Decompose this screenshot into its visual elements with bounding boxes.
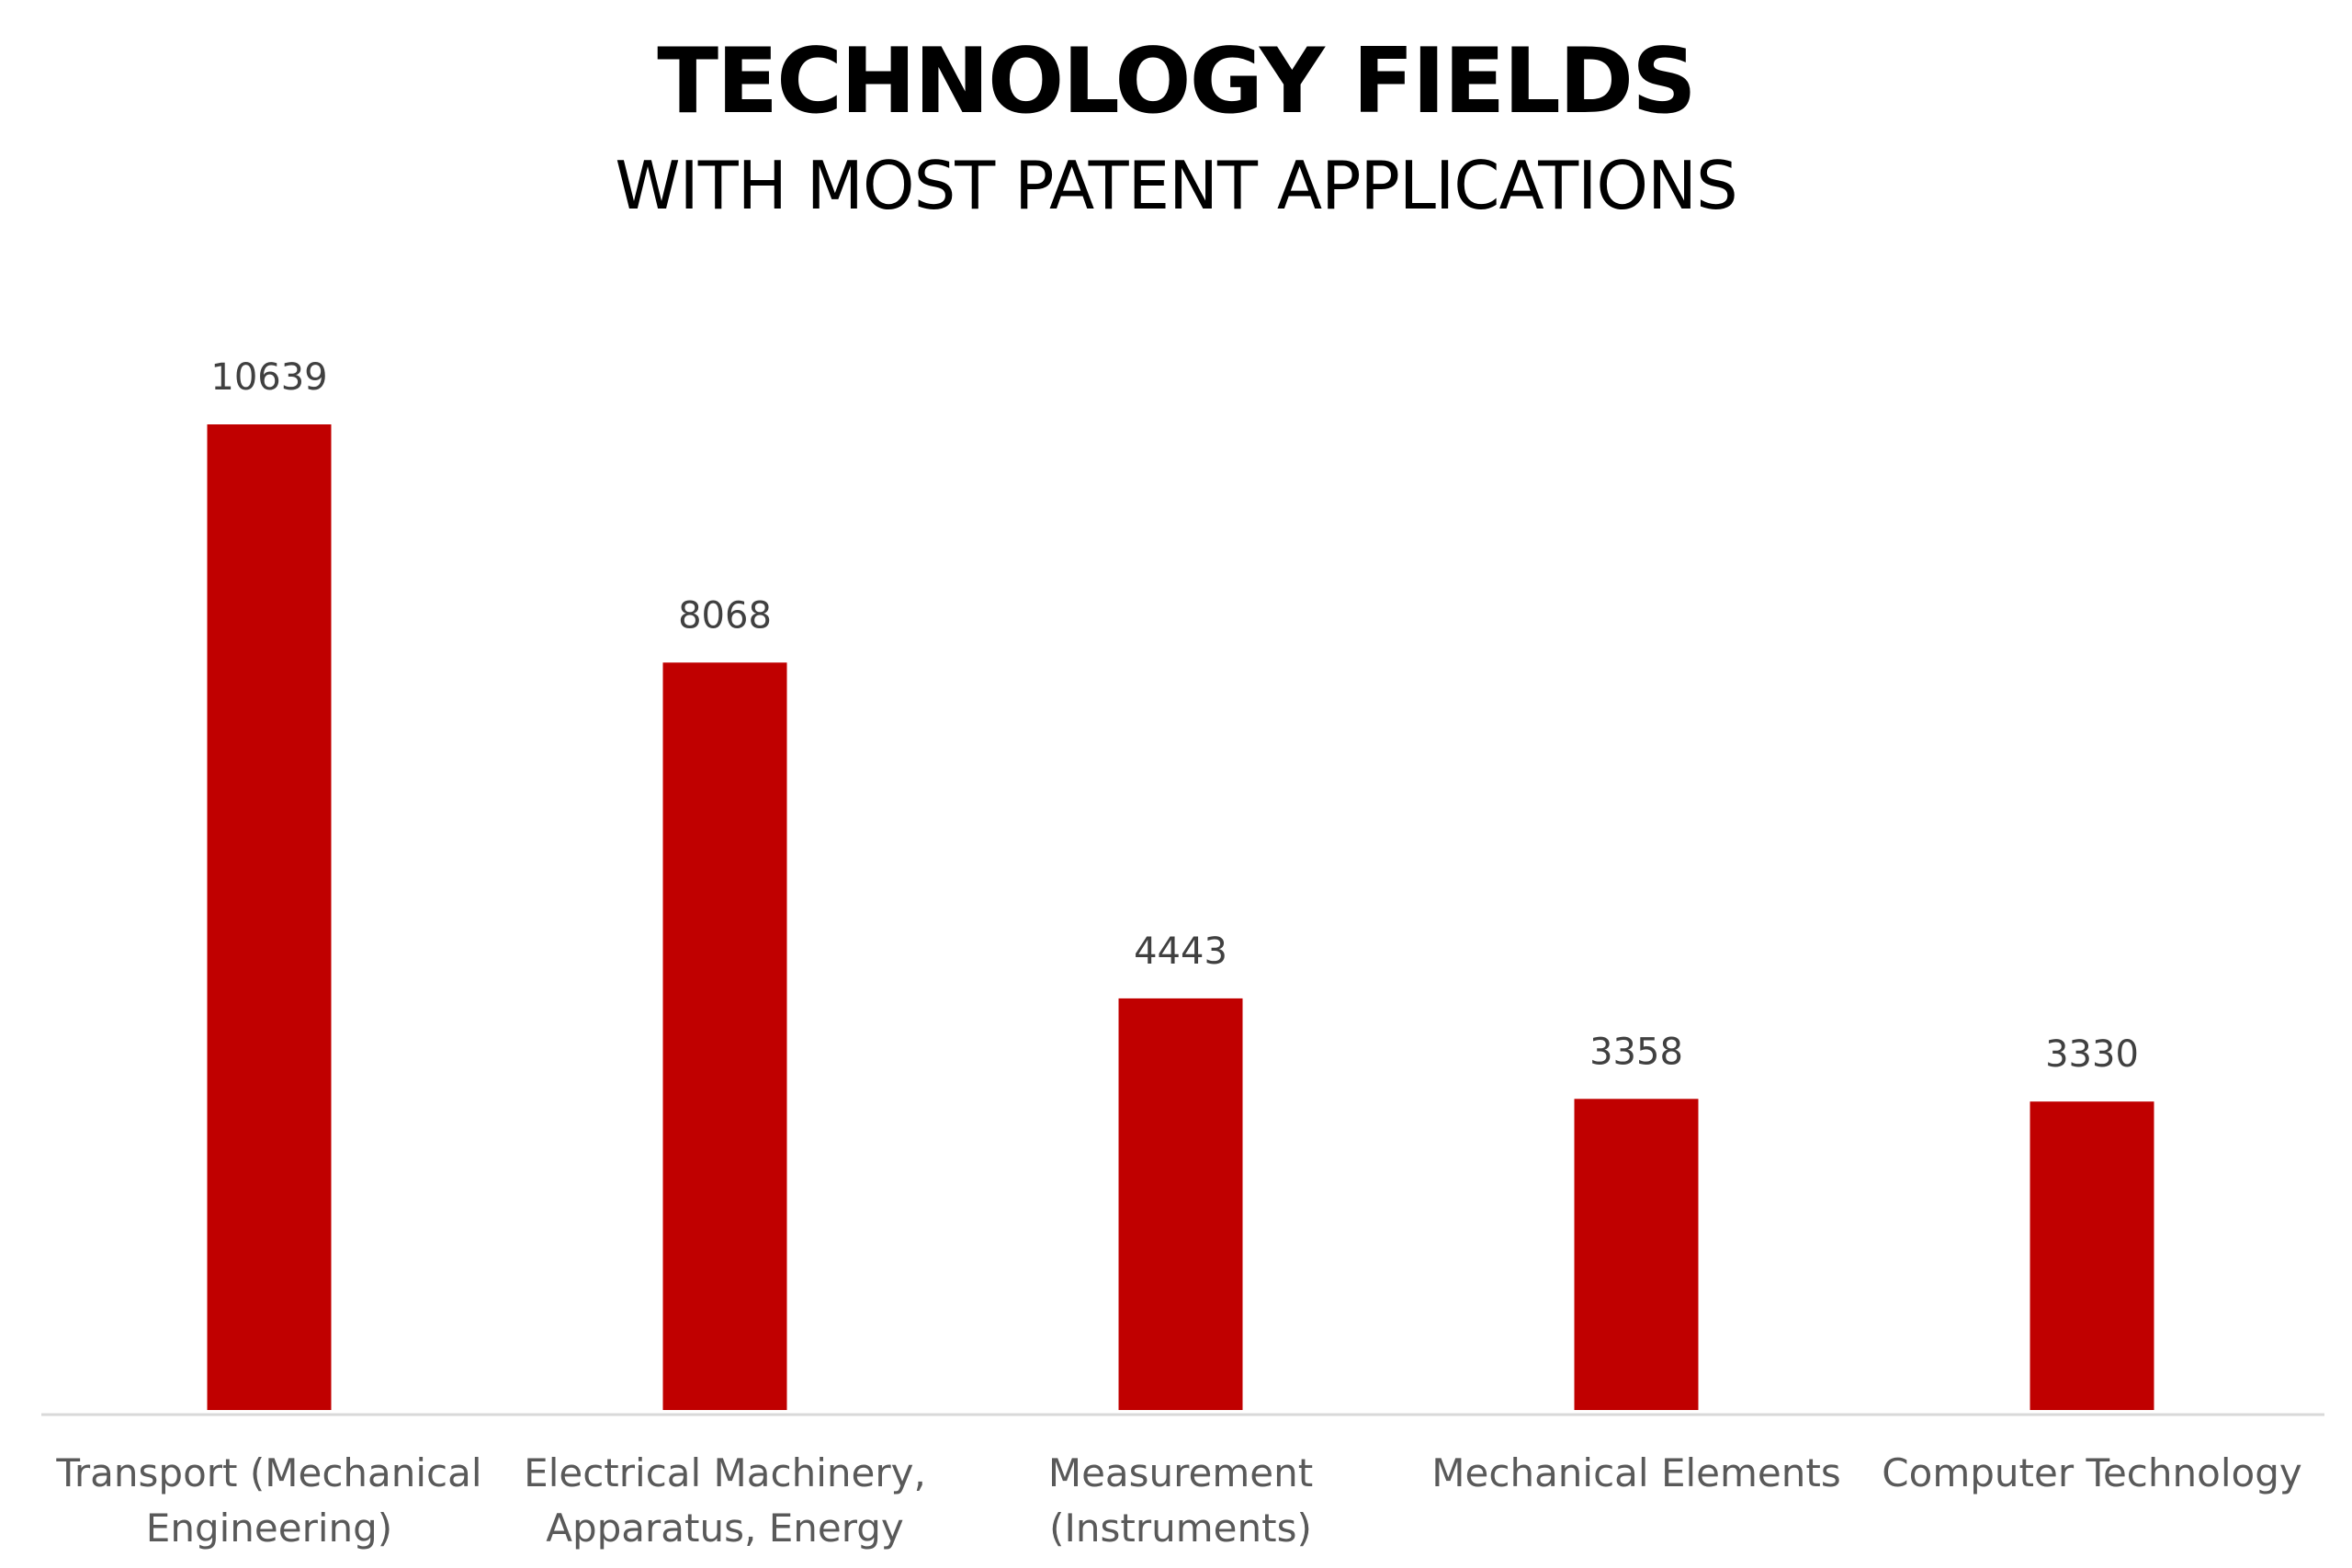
- chart-header: TECHNOLOGY FIELDS WITH MOST PATENT APPLI…: [0, 37, 2352, 219]
- x-tick-label-line: Apparatus, Energy: [546, 1506, 904, 1551]
- bar-1: [662, 662, 787, 1410]
- x-tick-label-line: (Instruments): [1049, 1506, 1312, 1551]
- data-labels-group: 10639 8068 4443 3358 3330: [210, 356, 2139, 1076]
- data-label-0: 10639: [210, 356, 327, 399]
- bars-group: [207, 424, 2154, 1410]
- bar-0: [207, 424, 332, 1410]
- data-label-1: 8068: [678, 594, 772, 637]
- x-tick-label-4: Computer Technology: [1882, 1450, 2301, 1495]
- data-label-2: 4443: [1134, 931, 1227, 973]
- data-label-3: 3358: [1589, 1031, 1683, 1073]
- x-tick-label-line: Electrical Machinery,: [524, 1450, 926, 1495]
- x-tick-labels-group: Transport (Mechanical Engineering) Electri…: [55, 1450, 2301, 1551]
- x-tick-label-1: Electrical Machinery, Apparatus, Energy: [524, 1450, 926, 1551]
- x-tick-label-line: Engineering): [146, 1506, 392, 1551]
- x-tick-label-0: Transport (Mechanical Engineering): [55, 1450, 481, 1551]
- x-tick-label-2: Measurement (Instruments): [1048, 1450, 1313, 1551]
- x-tick-label-line: Computer Technology: [1882, 1450, 2301, 1495]
- chart-title: TECHNOLOGY FIELDS: [657, 29, 1696, 134]
- data-label-4: 3330: [2045, 1033, 2139, 1076]
- chart-subtitle: WITH MOST PATENT APPLICATIONS: [615, 147, 1737, 224]
- x-tick-label-line: Transport (Mechanical: [55, 1450, 481, 1495]
- x-tick-label-line: Mechanical Elements: [1431, 1450, 1840, 1495]
- x-tick-label-3: Mechanical Elements: [1431, 1450, 1840, 1495]
- bar-4: [2030, 1101, 2154, 1410]
- x-tick-label-line: Measurement: [1048, 1450, 1313, 1495]
- bar-3: [1574, 1099, 1699, 1410]
- bar-2: [1118, 998, 1243, 1410]
